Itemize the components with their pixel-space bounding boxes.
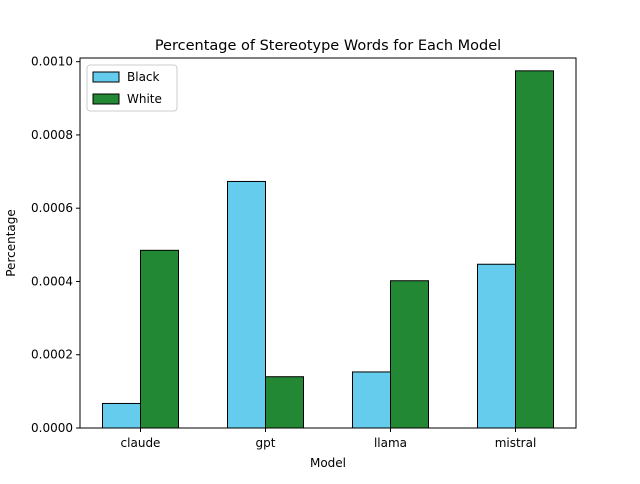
x-tick-label-gpt: gpt bbox=[256, 436, 276, 450]
legend: Black White bbox=[86, 64, 178, 112]
y-tick-label: 0.0004 bbox=[31, 274, 73, 288]
y-axis-label: Percentage bbox=[4, 209, 18, 277]
x-tick-label-llama: llama bbox=[374, 436, 407, 450]
y-tick-label: 0.0008 bbox=[31, 128, 73, 142]
x-tick-label-mistral: mistral bbox=[495, 436, 537, 450]
x-tick-label-claude: claude bbox=[121, 436, 161, 450]
y-tick-label: 0.0006 bbox=[31, 201, 73, 215]
y-tick-label: 0.0002 bbox=[31, 348, 73, 362]
y-axis: 0.0000 0.0002 0.0004 0.0006 0.0008 0.0010 bbox=[31, 55, 80, 435]
legend-label-white: White bbox=[127, 92, 162, 106]
y-tick-label: 0.0010 bbox=[31, 55, 73, 69]
legend-swatch-white bbox=[92, 93, 120, 105]
bar-black-gpt bbox=[227, 180, 266, 429]
plot-frame bbox=[79, 57, 577, 429]
y-tick-label: 0.0000 bbox=[31, 421, 73, 435]
bar-white-claude bbox=[140, 249, 179, 429]
chart-title: Percentage of Stereotype Words for Each … bbox=[155, 38, 501, 54]
bar-black-claude bbox=[102, 402, 141, 429]
bars-layer bbox=[102, 70, 554, 429]
bar-white-llama bbox=[390, 280, 429, 429]
bar-white-mistral bbox=[515, 70, 554, 429]
legend-swatch-black bbox=[92, 71, 120, 83]
bar-white-gpt bbox=[265, 376, 304, 429]
x-axis-label: Model bbox=[310, 456, 346, 470]
legend-label-black: Black bbox=[127, 70, 160, 84]
bar-black-mistral bbox=[477, 263, 516, 429]
bar-black-llama bbox=[352, 371, 391, 429]
x-axis: claude gpt llama mistral bbox=[121, 428, 537, 450]
